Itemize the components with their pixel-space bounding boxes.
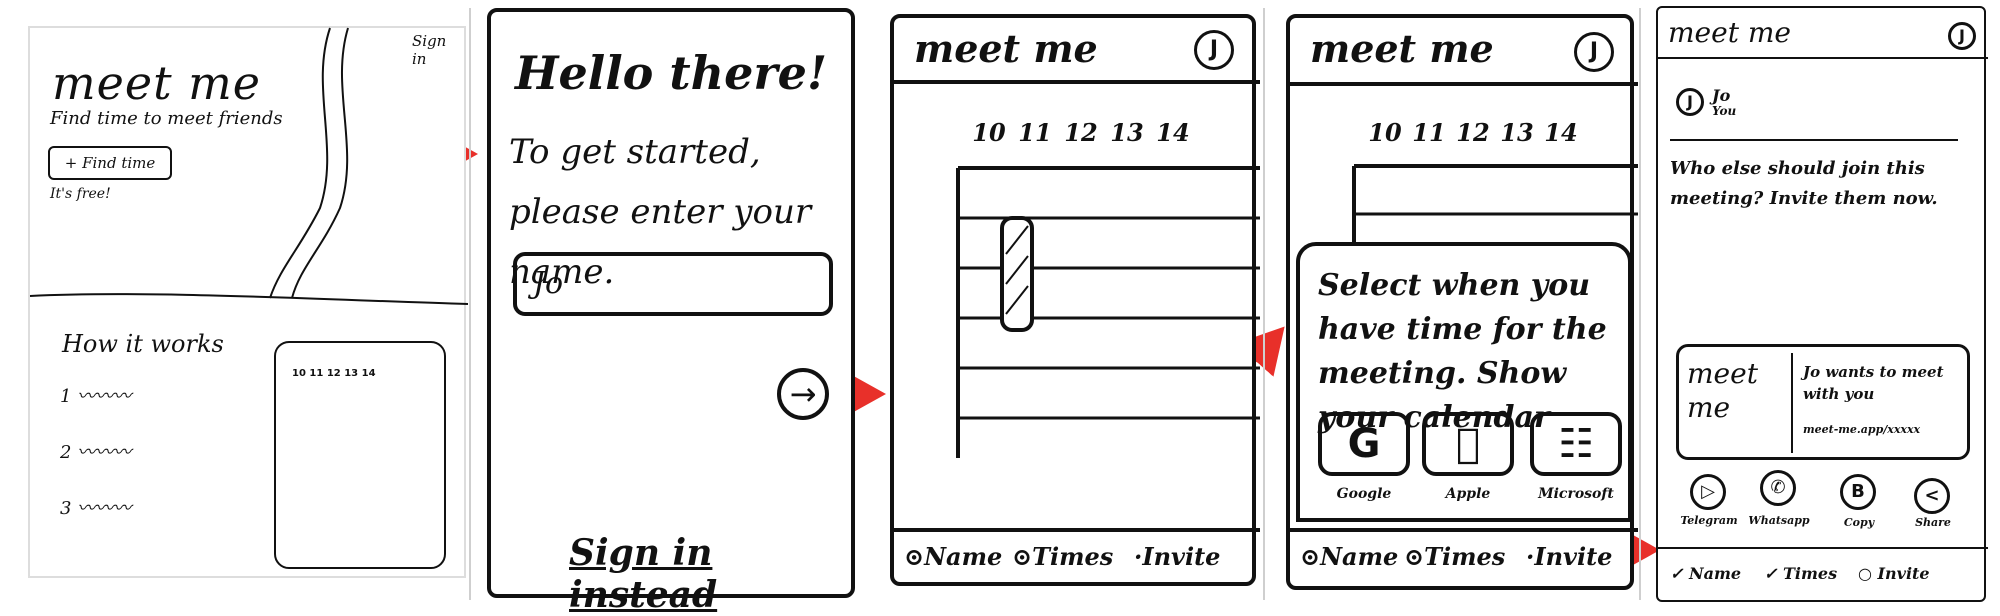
invite-screen: meet me J J Jo You Who else should join …	[1656, 6, 1988, 602]
day-label: 14	[1544, 118, 1578, 147]
day-label: 12	[326, 368, 341, 379]
participant-role: You	[1712, 104, 1737, 118]
app-title: meet me	[52, 56, 262, 110]
whatsapp-icon[interactable]: ✆	[1760, 470, 1796, 506]
time-grid	[894, 80, 1260, 532]
preview-days: 10 11 12 13 14	[292, 368, 376, 379]
free-note: It's free!	[50, 186, 111, 202]
share-label: Copy	[1843, 516, 1875, 529]
tab-times[interactable]: ⊙Times	[1404, 542, 1506, 571]
sign-in-link[interactable]: Sign in	[412, 32, 447, 68]
times-screen: meet me J 10 11 12 13 14 ⊙Name ⊙Times ·I…	[890, 14, 1260, 586]
apple-calendar-button[interactable]: 	[1422, 412, 1514, 476]
time-grid	[1290, 82, 1638, 532]
tab-label: Invite	[1534, 542, 1613, 571]
day-label: 11	[1412, 118, 1446, 147]
invite-prompt: Who else should join this meeting? Invit…	[1670, 158, 1938, 209]
calendar-sheet: Select when you have time for the meetin…	[1296, 242, 1632, 522]
instruction-text: To get started, please enter your name.	[509, 132, 812, 292]
card-logo: meet me	[1687, 357, 1758, 424]
landing-page-sketch: meet me Find time to meet friends + Find…	[28, 26, 469, 578]
sign-in-instead-link[interactable]: Sign in instead	[569, 532, 718, 616]
tab-label: Times	[1424, 542, 1506, 571]
card-message: Jo wants to meet with you	[1803, 363, 1944, 403]
tab-name[interactable]: ⊙Name	[1300, 542, 1399, 571]
selected-slot	[1000, 216, 1034, 332]
placeholder-text: 〰〰〰	[77, 498, 132, 519]
day-label: 10	[972, 118, 1006, 147]
tab-label: Name	[1320, 542, 1399, 571]
calendar-sheet-screen: meet me J 10 11 12 13 14 Select when you…	[1286, 14, 1638, 590]
copy-glyph: B	[1851, 481, 1865, 502]
participant-name: Jo	[1712, 86, 1731, 105]
step-item: 2 〰〰〰	[60, 438, 131, 464]
sheet-instruction: Select when you have time for the meetin…	[1318, 268, 1607, 435]
how-it-works-heading: How it works	[62, 330, 224, 358]
day-label: 13	[1110, 118, 1144, 147]
tab-times[interactable]: ⊙Times	[1012, 542, 1114, 571]
day-label: 13	[344, 368, 359, 379]
tab-invite[interactable]: ○ Invite	[1858, 564, 1930, 583]
app-title: meet me	[1310, 26, 1494, 71]
avatar[interactable]: J	[1574, 32, 1614, 72]
tab-label: Times	[1032, 542, 1114, 571]
arrow-right-icon[interactable]: →	[777, 368, 829, 420]
avatar[interactable]: J	[1194, 30, 1234, 70]
provider-label: Google	[1336, 486, 1392, 502]
tab-label: Name	[924, 542, 1003, 571]
copy-icon[interactable]: B	[1840, 474, 1876, 510]
enter-name-screen: Hello there! To get started, please ente…	[487, 8, 855, 616]
apple-icon: 	[1456, 421, 1480, 467]
provider-label: Apple	[1445, 486, 1491, 502]
invite-dividers	[1658, 57, 1988, 549]
google-icon: G	[1347, 421, 1381, 467]
day-label: 12	[1456, 118, 1490, 147]
telegram-glyph: ▷	[1701, 481, 1715, 502]
invite-preview-card: meet me Jo wants to meet with you meet-m…	[1676, 344, 1970, 460]
placeholder-text: 〰〰〰	[77, 386, 132, 407]
step-item: 3 〰〰〰	[60, 494, 131, 520]
find-time-button[interactable]: + Find time	[48, 146, 172, 180]
share-label: Share	[1915, 516, 1951, 529]
share-icon[interactable]: <	[1914, 478, 1950, 514]
app-title: meet me	[914, 26, 1098, 71]
participant-avatar: J	[1676, 88, 1704, 116]
microsoft-icon: ☷	[1558, 421, 1594, 467]
whatsapp-glyph: ✆	[1770, 477, 1786, 498]
tab-label: Invite	[1142, 542, 1221, 571]
day-label: 11	[1018, 118, 1052, 147]
step-number: 2	[60, 442, 72, 463]
app-title: meet me	[1668, 16, 1791, 49]
tab-invite[interactable]: ·Invite	[1134, 542, 1221, 571]
provider-label: Microsoft	[1538, 486, 1614, 502]
day-label: 12	[1064, 118, 1098, 147]
card-divider	[1791, 353, 1793, 453]
placeholder-text: 〰〰〰	[77, 442, 132, 463]
app-subtitle: Find time to meet friends	[50, 108, 283, 129]
card-url: meet-me.app/xxxxx	[1803, 423, 1921, 436]
day-label: 14	[1156, 118, 1190, 147]
tab-name[interactable]: ⊙Name	[904, 542, 1003, 571]
tab-invite[interactable]: ·Invite	[1526, 542, 1613, 571]
day-label: 11	[309, 368, 324, 379]
day-label: 14	[361, 368, 376, 379]
share-glyph: <	[1924, 485, 1940, 506]
avatar[interactable]: J	[1948, 22, 1976, 50]
step-item: 1 〰〰〰	[60, 382, 131, 408]
name-input[interactable]: Jo	[513, 252, 833, 316]
telegram-icon[interactable]: ▷	[1690, 474, 1726, 510]
tab-name[interactable]: ✓ Name	[1670, 564, 1742, 583]
share-label: Whatsapp	[1748, 514, 1810, 527]
microsoft-calendar-button[interactable]: ☷	[1530, 412, 1622, 476]
step-number: 1	[60, 386, 72, 407]
tab-times[interactable]: ✓ Times	[1764, 564, 1838, 583]
google-calendar-button[interactable]: G	[1318, 412, 1410, 476]
day-label: 10	[1368, 118, 1402, 147]
day-label: 13	[1500, 118, 1534, 147]
greeting-heading: Hello there!	[515, 46, 828, 100]
step-number: 3	[60, 498, 72, 519]
day-label: 10	[292, 368, 306, 379]
landing-decor	[29, 27, 469, 569]
share-label: Telegram	[1680, 514, 1738, 527]
